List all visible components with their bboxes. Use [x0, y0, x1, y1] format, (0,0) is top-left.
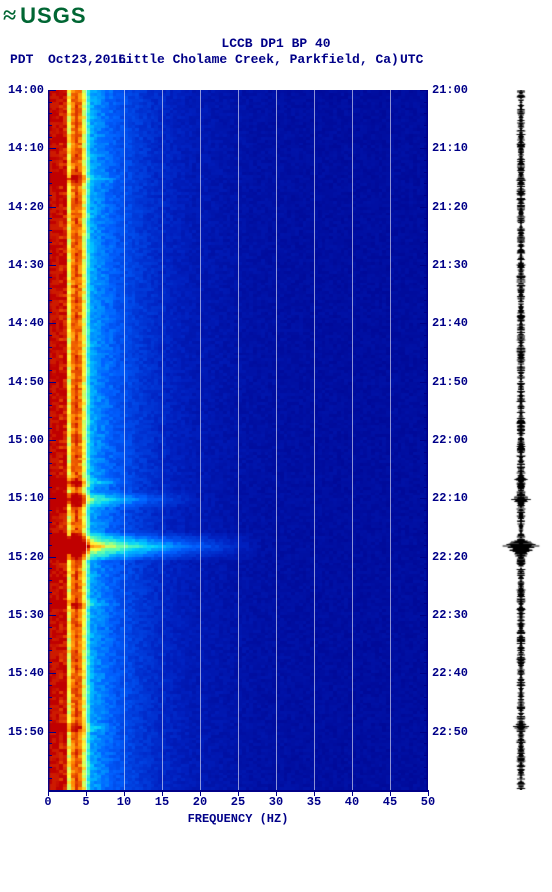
x-tick: 15 [143, 795, 181, 809]
usgs-logo: ≈USGS [3, 3, 87, 29]
y-tick-left: 15:10 [0, 491, 44, 505]
logo-text: USGS [20, 3, 86, 29]
y-tick-right: 22:50 [432, 725, 482, 739]
date: Oct23,2016 [48, 52, 126, 67]
y-tick-left: 14:20 [0, 200, 44, 214]
spectrogram-plot [48, 90, 428, 792]
x-tick: 35 [295, 795, 333, 809]
y-tick-left: 14:30 [0, 258, 44, 272]
x-tick: 25 [219, 795, 257, 809]
seismogram-canvas [500, 90, 542, 790]
y-tick-right: 22:40 [432, 666, 482, 680]
x-tick: 40 [333, 795, 371, 809]
x-tick: 5 [67, 795, 105, 809]
chart-title: LCCB DP1 BP 40 [0, 36, 552, 51]
location: Little Cholame Creek, Parkfield, Ca) [118, 52, 399, 67]
y-tick-left: 14:50 [0, 375, 44, 389]
tz-left: PDT [10, 52, 33, 67]
x-tick: 50 [409, 795, 447, 809]
y-tick-right: 22:30 [432, 608, 482, 622]
x-tick: 0 [29, 795, 67, 809]
y-tick-right: 21:40 [432, 316, 482, 330]
y-tick-right: 21:10 [432, 141, 482, 155]
y-tick-left: 14:10 [0, 141, 44, 155]
y-tick-left: 15:40 [0, 666, 44, 680]
y-tick-right: 21:20 [432, 200, 482, 214]
y-tick-left: 14:40 [0, 316, 44, 330]
x-tick: 45 [371, 795, 409, 809]
y-tick-right: 21:30 [432, 258, 482, 272]
tz-right: UTC [400, 52, 423, 67]
y-tick-right: 21:50 [432, 375, 482, 389]
y-tick-left: 15:00 [0, 433, 44, 447]
x-axis-label: FREQUENCY (HZ) [0, 812, 476, 826]
y-tick-left: 15:30 [0, 608, 44, 622]
y-tick-right: 22:20 [432, 550, 482, 564]
x-tick: 30 [257, 795, 295, 809]
y-tick-right: 21:00 [432, 83, 482, 97]
y-tick-right: 22:00 [432, 433, 482, 447]
y-tick-left: 15:20 [0, 550, 44, 564]
y-tick-right: 22:10 [432, 491, 482, 505]
seismogram-trace [500, 90, 542, 790]
y-tick-left: 14:00 [0, 83, 44, 97]
x-tick: 10 [105, 795, 143, 809]
y-tick-left: 15:50 [0, 725, 44, 739]
x-tick: 20 [181, 795, 219, 809]
